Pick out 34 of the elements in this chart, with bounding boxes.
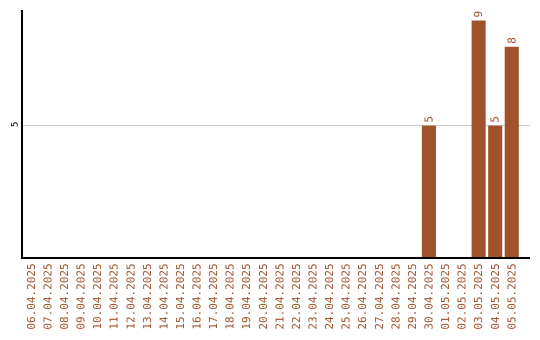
x-tick-label: 07.04.2025 <box>41 263 54 330</box>
x-tick-label: 09.04.2025 <box>74 263 88 330</box>
x-tick-label: 08.04.2025 <box>58 263 71 330</box>
x-tick-label: 24.04.2025 <box>323 263 336 330</box>
x-tick-label: 21.04.2025 <box>273 263 286 330</box>
x-tick-label: 04.05.2025 <box>488 263 502 330</box>
data-label: 8 <box>505 37 518 44</box>
x-tick-label: 03.05.2025 <box>472 263 486 330</box>
data-label: 9 <box>472 10 486 18</box>
x-tick-label: 23.04.2025 <box>306 263 320 330</box>
x-tick-label: 02.05.2025 <box>456 263 469 330</box>
x-tick-label: 30.04.2025 <box>422 263 436 330</box>
data-label: 5 <box>488 116 502 123</box>
x-tick-label: 22.04.2025 <box>290 263 303 330</box>
x-tick-label: 05.05.2025 <box>505 263 518 330</box>
x-tick-label: 11.04.2025 <box>108 263 121 330</box>
x-tick-label: 17.04.2025 <box>207 263 220 330</box>
x-tick-label: 18.04.2025 <box>224 263 237 330</box>
x-tick-label: 16.04.2025 <box>190 263 204 330</box>
x-tick-label: 10.04.2025 <box>91 263 104 330</box>
x-tick-label: 13.04.2025 <box>140 263 154 330</box>
x-tick-label: 12.04.2025 <box>124 263 138 330</box>
x-tick-label: 14.04.2025 <box>157 263 170 330</box>
x-tick-label: 27.04.2025 <box>372 263 386 330</box>
x-tick-label: 01.05.2025 <box>439 263 452 330</box>
x-tick-label: 06.04.2025 <box>24 263 38 330</box>
x-tick-label: 26.04.2025 <box>356 263 370 330</box>
x-tick-label: 15.04.2025 <box>174 263 187 330</box>
x-tick-label: 19.04.2025 <box>240 263 254 330</box>
x-tick-label: 20.04.2025 <box>256 263 270 330</box>
x-tick-label: 29.04.2025 <box>406 263 419 330</box>
x-tick-label: 25.04.2025 <box>340 263 353 330</box>
x-tick-label: 28.04.2025 <box>389 263 402 330</box>
data-label: 5 <box>422 116 436 123</box>
